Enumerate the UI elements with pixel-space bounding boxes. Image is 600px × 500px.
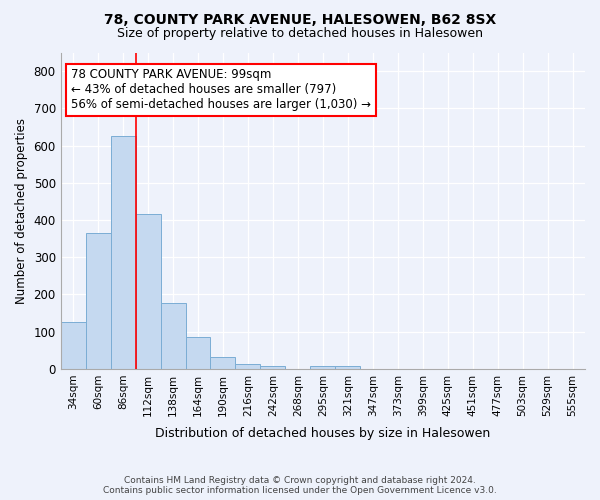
Bar (86, 233, 110, 369)
Bar (335, 366, 360, 369)
Bar (61, 322, 86, 369)
Text: 78, COUNTY PARK AVENUE, HALESOWEN, B62 8SX: 78, COUNTY PARK AVENUE, HALESOWEN, B62 8… (104, 12, 496, 26)
Text: Size of property relative to detached houses in Halesowen: Size of property relative to detached ho… (117, 28, 483, 40)
Bar (211, 356, 235, 369)
Bar (110, 136, 136, 369)
Bar (310, 366, 335, 369)
Y-axis label: Number of detached properties: Number of detached properties (15, 118, 28, 304)
Bar (185, 338, 211, 369)
Bar (161, 302, 185, 369)
Bar (260, 366, 286, 369)
Text: Contains HM Land Registry data © Crown copyright and database right 2024.
Contai: Contains HM Land Registry data © Crown c… (103, 476, 497, 495)
X-axis label: Distribution of detached houses by size in Halesowen: Distribution of detached houses by size … (155, 427, 490, 440)
Text: 78 COUNTY PARK AVENUE: 99sqm
← 43% of detached houses are smaller (797)
56% of s: 78 COUNTY PARK AVENUE: 99sqm ← 43% of de… (71, 68, 371, 112)
Bar (235, 364, 260, 369)
Bar (136, 214, 161, 369)
